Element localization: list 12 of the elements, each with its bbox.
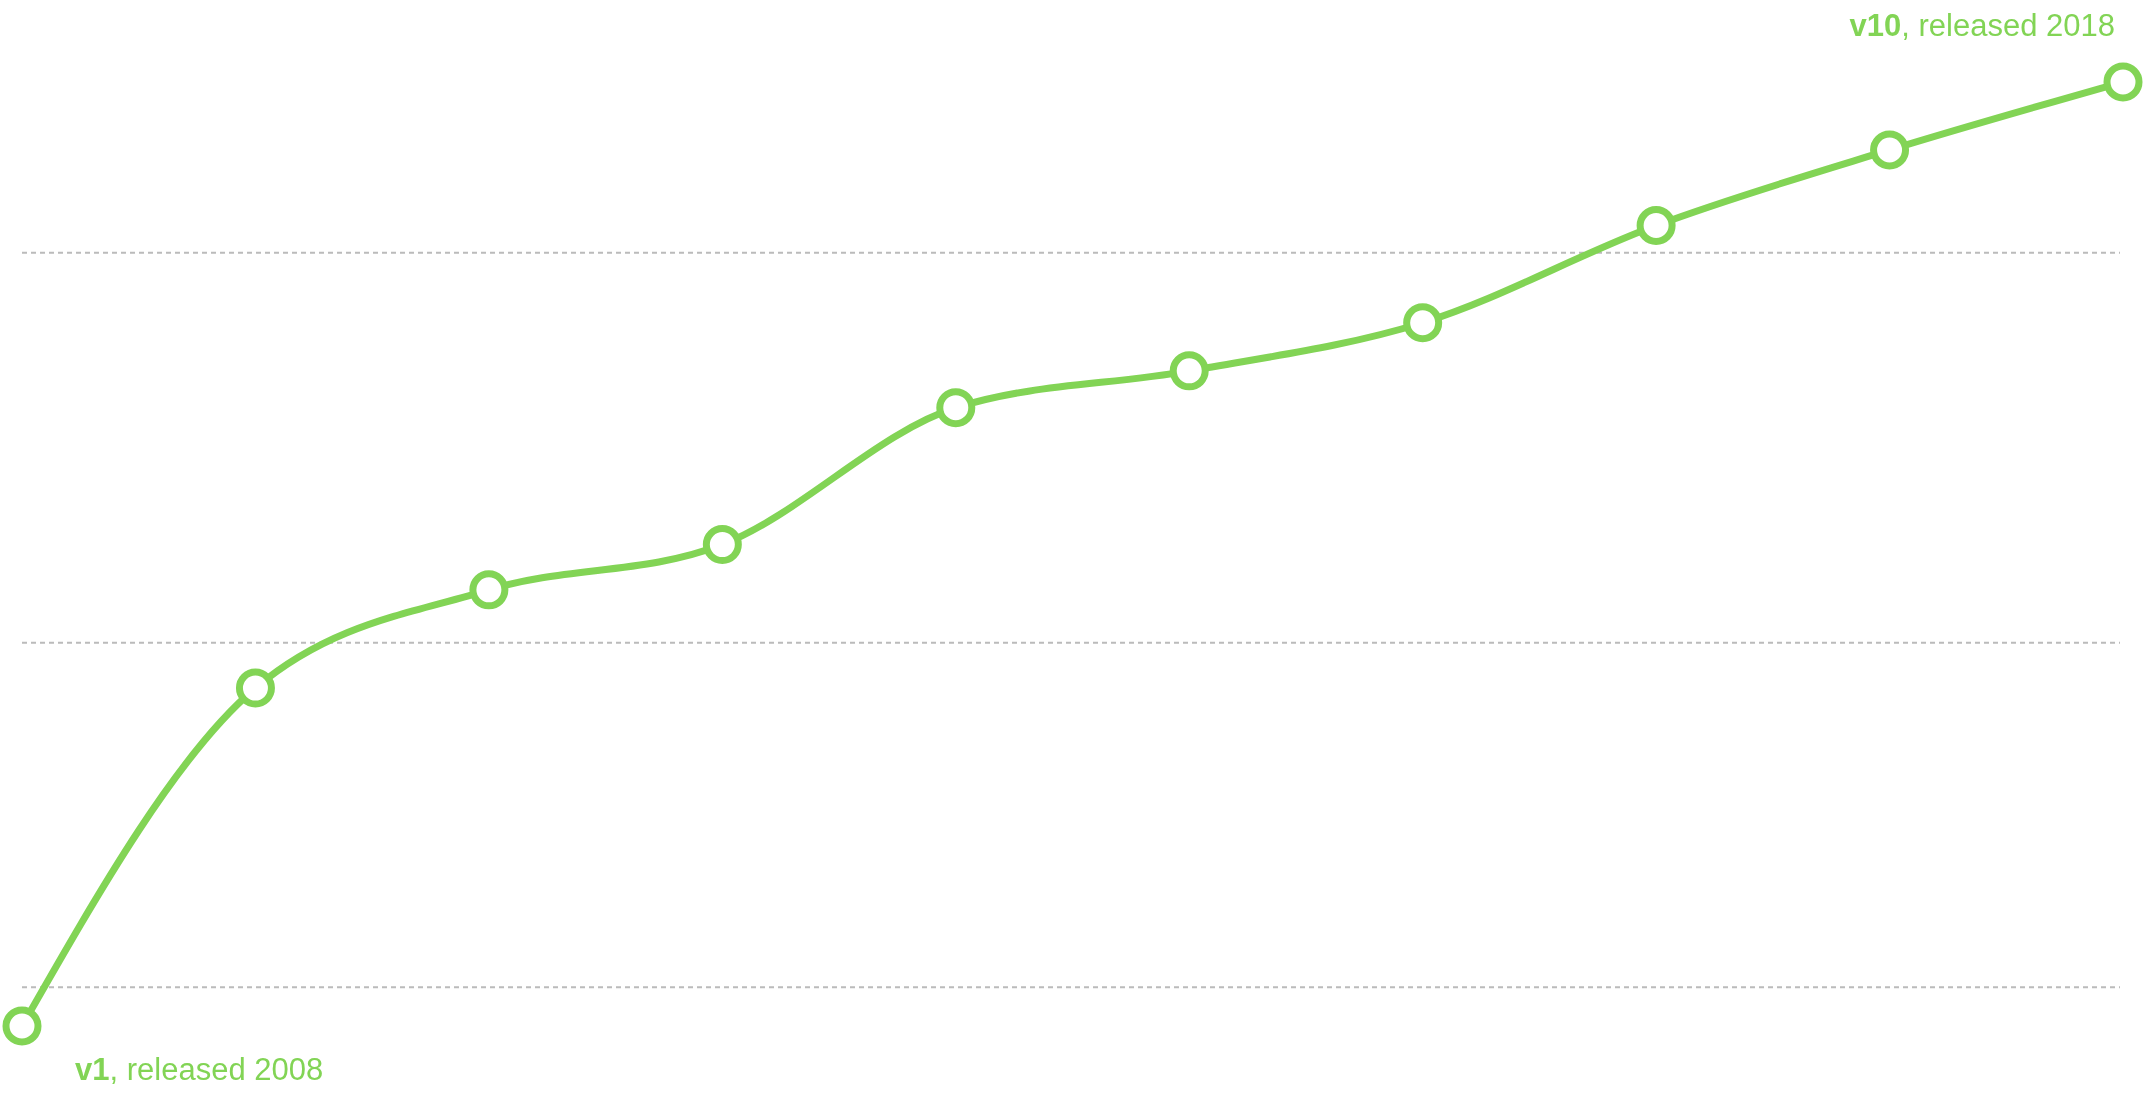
point (2103, 62, 2143, 102)
point (1169, 351, 1209, 391)
text: v1, released 2008 (75, 1052, 324, 1087)
point (235, 668, 275, 708)
point (1403, 303, 1443, 343)
point (936, 388, 976, 428)
point (1636, 205, 1676, 245)
text: v10, released 2018 (1849, 8, 2115, 43)
point (469, 570, 509, 610)
point (702, 525, 742, 565)
point (1870, 130, 1910, 170)
point (2, 1006, 42, 1046)
